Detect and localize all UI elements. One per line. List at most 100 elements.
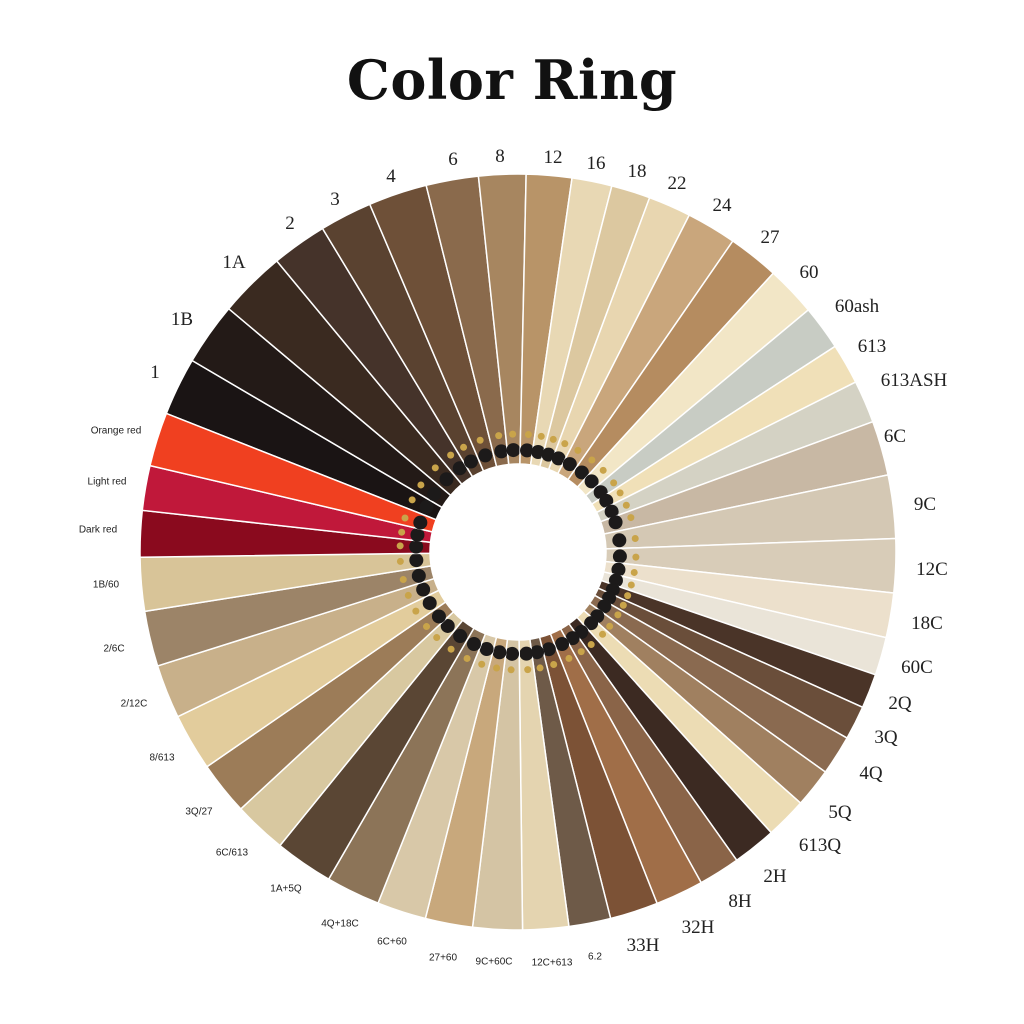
ring-clip (419, 499, 434, 514)
gold-clip (577, 648, 585, 656)
ring-clip (431, 609, 446, 624)
gold-clip (622, 501, 630, 509)
ring-clip (494, 444, 509, 459)
swatch-label: 5Q (828, 802, 852, 823)
swatch-label: 9C+60C (475, 956, 513, 968)
gold-clip (433, 634, 441, 642)
gold-clip (561, 440, 569, 448)
gold-clip (616, 489, 624, 497)
swatch-label: 12C+613 (531, 957, 573, 969)
ring-clip (505, 646, 520, 661)
gold-clip (627, 514, 635, 522)
swatch-label: 60 (799, 262, 819, 283)
gold-clip (476, 436, 484, 444)
ring-clip (611, 562, 626, 577)
ring-clip (410, 527, 425, 542)
swatch-label: 8 (495, 146, 505, 167)
gold-clip (574, 446, 582, 454)
gold-clip (463, 654, 471, 662)
gold-clip (614, 611, 622, 619)
gold-clip (396, 557, 404, 565)
swatch-label: 24 (712, 195, 732, 216)
gold-clip (412, 607, 420, 615)
swatch-label: 1B (170, 309, 194, 330)
ring-clip (565, 631, 580, 646)
ring-clip (530, 645, 545, 660)
gold-clip (631, 534, 639, 542)
swatch-label: 2 (285, 213, 295, 234)
swatch-label: 60C (901, 657, 933, 678)
swatch-label: 6C (883, 426, 907, 447)
ring-clip (466, 637, 481, 652)
swatch-label: 2/12C (120, 698, 148, 710)
swatch-label: 3Q/27 (185, 806, 213, 818)
ring-clip (416, 582, 431, 597)
gold-clip (549, 435, 557, 443)
gold-clip (447, 645, 455, 653)
swatch-label: 2Q (888, 693, 912, 714)
swatch-label: 9C (913, 494, 937, 515)
ring-clip (608, 515, 623, 530)
ring-clip (413, 515, 428, 530)
ring-clip (551, 451, 566, 466)
swatch-label: 3Q (874, 727, 898, 748)
swatch-label: Orange red (90, 425, 142, 437)
gold-clip (606, 622, 614, 630)
ring-clip (492, 645, 507, 660)
swatch-label: 4Q+18C (321, 918, 359, 930)
ring-clip (612, 549, 627, 564)
gold-clip (460, 443, 468, 451)
swatch-label: 8/613 (149, 752, 175, 764)
swatch-label: Dark red (78, 524, 118, 536)
ring-clip (519, 646, 534, 661)
ring-clip (478, 448, 493, 463)
gold-clip (404, 591, 412, 599)
ring-clip (555, 637, 570, 652)
swatch-label: 60ash (834, 296, 880, 317)
swatch-label: 6.2 (588, 951, 602, 963)
swatch-label: 4Q (859, 763, 883, 784)
gold-clip (587, 641, 595, 649)
gold-clip (599, 466, 607, 474)
ring-clip (612, 533, 627, 548)
gold-clip (627, 581, 635, 589)
ring-clip (604, 504, 619, 519)
swatch-label: 18C (911, 613, 943, 634)
gold-clip (399, 576, 407, 584)
ring-clip (574, 465, 589, 480)
ring-clip (463, 454, 478, 469)
swatch-label: 8H (728, 891, 752, 912)
gold-clip (495, 432, 503, 440)
swatch-label: 613Q (798, 835, 842, 856)
gold-clip (619, 601, 627, 609)
swatch-label: 6 (448, 149, 458, 170)
swatch-label: 18 (627, 161, 647, 182)
gold-clip (624, 592, 632, 600)
swatch-label: 1B/60 (92, 579, 120, 591)
swatch-label: 16 (586, 153, 606, 174)
ring-clip (506, 443, 521, 458)
ring-clip (584, 616, 599, 631)
swatch-label: 6C+60 (377, 936, 407, 948)
swatch-label: 4 (386, 166, 396, 187)
swatch-label: 2H (763, 866, 787, 887)
gold-clip (431, 464, 439, 472)
hair-swatch (149, 412, 438, 533)
swatch-label: 6C/613 (215, 847, 249, 859)
ring-clip (584, 474, 599, 489)
ring-clip (409, 553, 424, 568)
ring-clip (541, 642, 556, 657)
swatch-label: 27+60 (428, 952, 458, 964)
swatch-label: 1A (222, 252, 246, 273)
ring-clip (440, 618, 455, 633)
swatch-label: 1A+5Q (270, 883, 302, 895)
swatch-label: 32H (681, 917, 715, 938)
gold-clip (423, 623, 431, 631)
swatch-label: Light red (87, 476, 127, 488)
gold-clip (509, 430, 517, 438)
gold-clip (398, 528, 406, 536)
ring-clip (599, 493, 614, 508)
swatch-label: 12 (543, 147, 563, 168)
swatch-label: 33H (626, 935, 660, 956)
